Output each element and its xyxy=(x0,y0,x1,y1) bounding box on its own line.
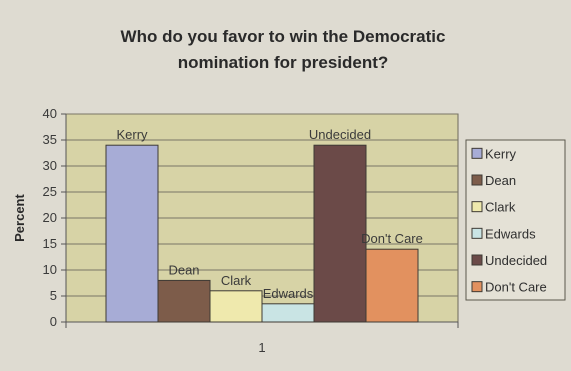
y-tick-label: 25 xyxy=(43,184,57,199)
bar-dean xyxy=(157,279,211,323)
legend-swatch xyxy=(471,227,483,239)
legend-entry: Edwards xyxy=(485,226,536,241)
y-tick-label: 20 xyxy=(43,210,57,225)
bar-undecided xyxy=(313,144,367,323)
data-label: Don't Care xyxy=(361,231,423,246)
y-tick-label: 10 xyxy=(43,262,57,277)
y-axis-title: Percent xyxy=(12,193,27,241)
bar-clark xyxy=(209,290,263,323)
bar-kerry xyxy=(105,144,159,323)
chart-title-line-1: Who do you favor to win the Democratic xyxy=(121,27,446,46)
legend-entry: Kerry xyxy=(485,146,517,161)
data-label: Dean xyxy=(168,262,199,277)
legend-entry: Undecided xyxy=(485,253,547,268)
data-label: Kerry xyxy=(116,127,148,142)
legend-box xyxy=(465,139,566,301)
y-tick-label: 35 xyxy=(43,132,57,147)
legend-entry: Clark xyxy=(485,200,516,215)
bar-edwards xyxy=(261,303,315,323)
legend-swatch xyxy=(471,281,483,293)
legend-swatch xyxy=(471,174,483,186)
y-tick-label: 5 xyxy=(50,288,57,303)
legend: Kerry Dean Clark Edwards Undecided Don't Care xyxy=(465,139,566,301)
y-tick-label: 40 xyxy=(43,106,57,121)
legend-swatch xyxy=(471,201,483,213)
data-label: Undecided xyxy=(309,127,371,142)
legend-entry: Don't Care xyxy=(485,280,547,295)
legend-swatch xyxy=(471,147,483,159)
data-label: Clark xyxy=(221,273,252,288)
legend-swatch xyxy=(471,254,483,266)
plot-area: 0 5 10 15 20 25 30 35 40 Percent 1 Kerry Dean Clark Ed… xyxy=(12,106,459,355)
chart-title-line-2: nomination for president? xyxy=(178,53,389,72)
data-label: Edwards xyxy=(263,286,314,301)
y-tick-label: 30 xyxy=(43,158,57,173)
y-tick-label: 0 xyxy=(50,314,57,329)
y-tick-label: 15 xyxy=(43,236,57,251)
bar-don-t-care xyxy=(365,248,419,323)
x-tick-label: 1 xyxy=(258,340,265,355)
legend-entry: Dean xyxy=(485,173,516,188)
